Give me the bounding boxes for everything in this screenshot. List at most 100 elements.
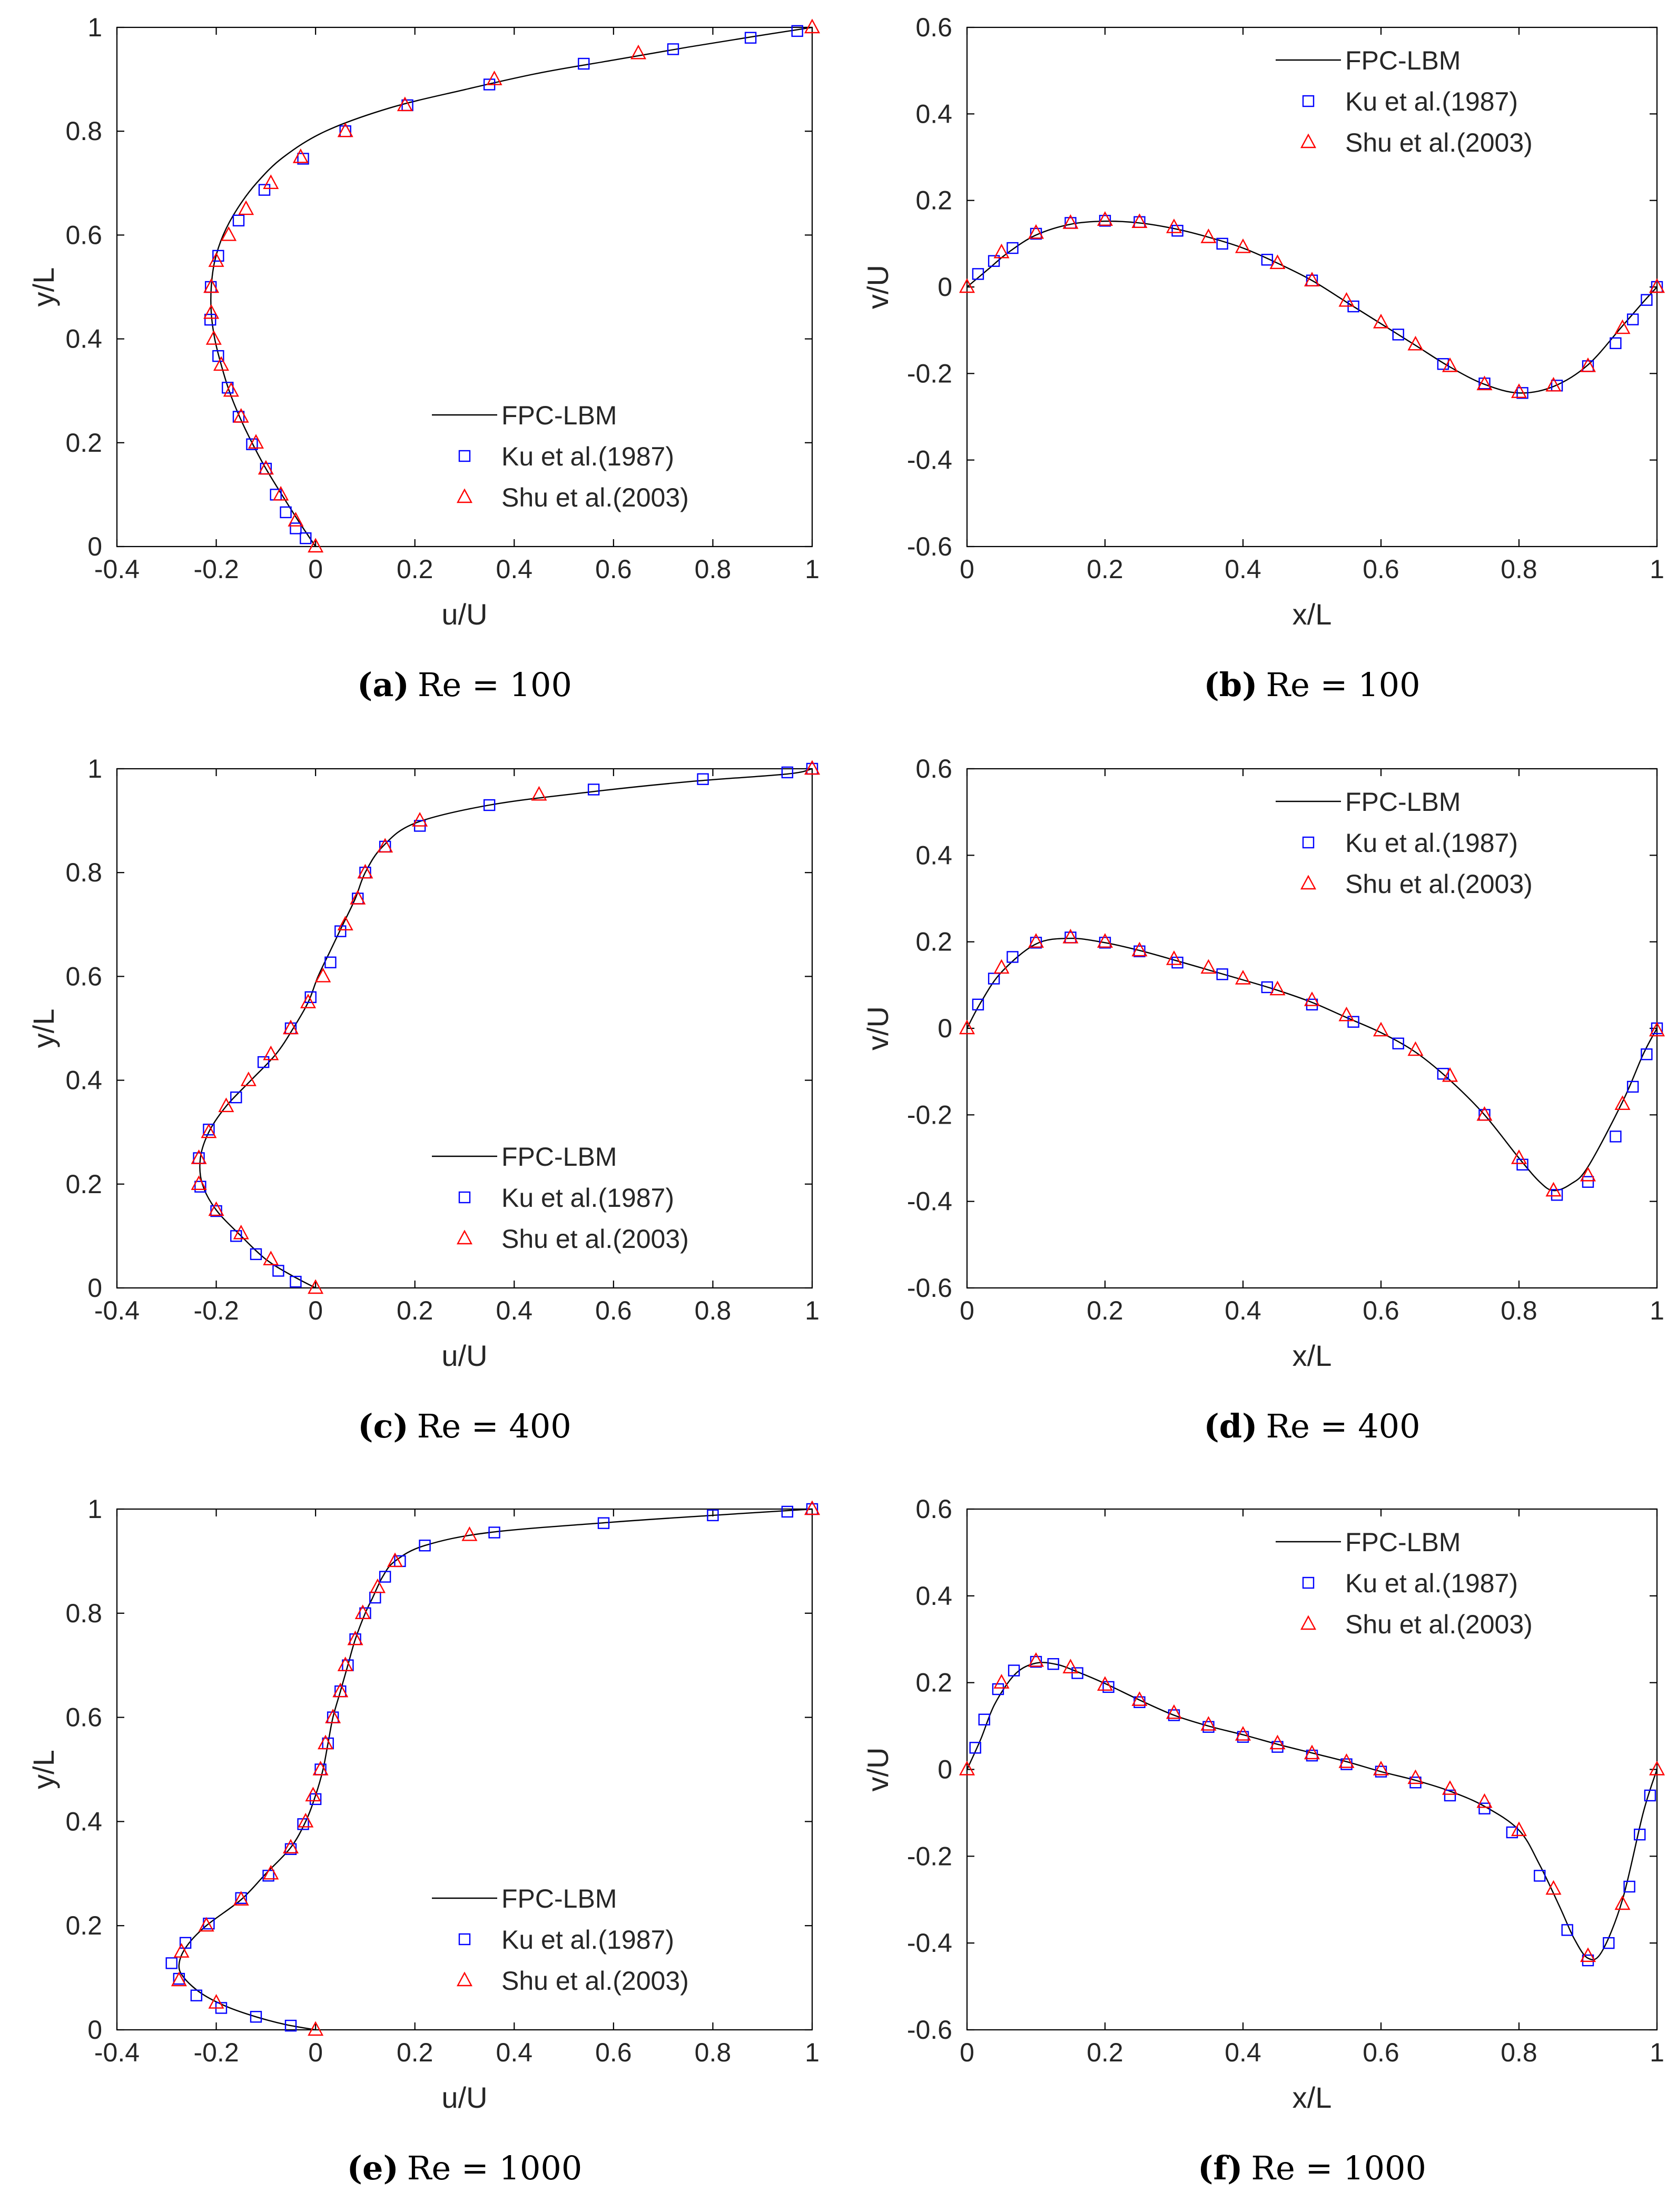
ku-data-point bbox=[1030, 1655, 1042, 1668]
shu-data-point bbox=[238, 200, 254, 215]
legend-label: FPC-LBM bbox=[501, 1142, 617, 1172]
x-tick-label: 0.4 bbox=[1225, 554, 1261, 584]
ku-data-point bbox=[1626, 1080, 1639, 1093]
ku-data-point bbox=[230, 1230, 242, 1242]
ku-data-point bbox=[969, 1742, 981, 1754]
shu-data-point bbox=[218, 1097, 234, 1113]
x-tick-label: 0.6 bbox=[595, 1296, 632, 1325]
legend-square-swatch bbox=[1302, 95, 1315, 107]
ku-data-point bbox=[212, 350, 224, 362]
shu-data-point bbox=[1580, 357, 1596, 372]
subfigure-caption: (d) Re = 400 bbox=[1204, 1407, 1420, 1445]
y-tick-label: -0.2 bbox=[907, 359, 952, 388]
ku-data-point bbox=[667, 43, 679, 55]
shu-data-point bbox=[1028, 933, 1044, 948]
x-tick-label: 0.6 bbox=[1363, 2038, 1399, 2067]
ku-data-point bbox=[290, 522, 302, 534]
shu-data-point bbox=[1442, 1067, 1458, 1082]
x-tick-label: -0.2 bbox=[193, 2038, 239, 2067]
shu-data-point bbox=[315, 967, 331, 983]
x-axis-label: u/U bbox=[441, 1339, 487, 1372]
series-triangle bbox=[959, 211, 1665, 398]
caption-letter: (a) bbox=[357, 666, 409, 704]
x-tick-label: -0.2 bbox=[193, 554, 239, 584]
shu-data-point bbox=[1269, 1734, 1286, 1750]
ku-data-point bbox=[190, 1989, 203, 2001]
shu-data-point bbox=[233, 1891, 249, 1906]
legend-label: FPC-LBM bbox=[501, 401, 617, 430]
legend-label: Shu et al.(2003) bbox=[1345, 869, 1533, 899]
x-tick-label: 0.4 bbox=[496, 554, 533, 584]
shu-data-point bbox=[1511, 1821, 1527, 1837]
shu-data-point bbox=[347, 1630, 363, 1645]
y-axis-label: v/U bbox=[861, 1748, 894, 1792]
ku-data-point bbox=[257, 1056, 270, 1068]
fpc-lbm-curve bbox=[210, 26, 813, 547]
shu-data-point bbox=[1131, 213, 1148, 228]
x-tick-label: 0.2 bbox=[397, 2038, 433, 2067]
series-triangle bbox=[191, 760, 821, 1294]
plot-frame bbox=[966, 26, 1658, 548]
x-tick-label: 0.8 bbox=[695, 554, 732, 584]
ku-data-point bbox=[1610, 1130, 1622, 1143]
x-axis-label: u/U bbox=[441, 598, 487, 631]
x-tick-label: 0.8 bbox=[695, 1296, 732, 1325]
ku-data-point bbox=[1610, 337, 1622, 350]
ku-data-point bbox=[1626, 313, 1639, 325]
legend-label: Shu et al.(2003) bbox=[501, 483, 689, 512]
y-tick-label: 0.2 bbox=[915, 927, 952, 957]
x-tick-label: 0 bbox=[960, 2038, 974, 2067]
shu-data-point bbox=[1649, 278, 1665, 293]
ku-data-point bbox=[697, 773, 709, 785]
y-tick-label: -0.2 bbox=[907, 1100, 952, 1129]
shu-data-point bbox=[1200, 1716, 1217, 1731]
legend-square-swatch bbox=[1302, 836, 1315, 849]
ku-data-point bbox=[744, 32, 757, 44]
caption-letter: (c) bbox=[358, 1407, 408, 1445]
ku-data-point bbox=[781, 1505, 794, 1518]
shu-data-point bbox=[213, 356, 230, 371]
shu-data-point bbox=[1407, 1769, 1424, 1784]
ku-data-point bbox=[1634, 1828, 1646, 1841]
shu-data-point bbox=[201, 1123, 217, 1138]
x-tick-label: 0.2 bbox=[397, 1296, 433, 1325]
ku-data-point bbox=[1261, 254, 1274, 266]
shu-data-point bbox=[1511, 383, 1527, 398]
ku-data-point bbox=[1437, 358, 1449, 370]
shu-data-point bbox=[1166, 219, 1182, 233]
shu-data-point bbox=[1338, 1753, 1355, 1768]
subfigure-caption: (a) Re = 100 bbox=[357, 666, 572, 704]
shu-data-point bbox=[461, 1526, 478, 1541]
shu-data-point bbox=[203, 278, 220, 293]
shu-data-point bbox=[804, 18, 821, 34]
shu-data-point bbox=[191, 1149, 207, 1164]
x-tick-label: 0.6 bbox=[1363, 1296, 1399, 1325]
ku-data-point bbox=[324, 956, 337, 968]
ku-data-point bbox=[978, 1713, 990, 1725]
x-axis-label: u/U bbox=[441, 2081, 487, 2114]
ku-data-point bbox=[1392, 1037, 1404, 1049]
shu-data-point bbox=[263, 174, 279, 189]
ku-data-point bbox=[232, 214, 245, 226]
legend-label: Ku et al.(1987) bbox=[1345, 1569, 1518, 1598]
legend-label: Shu et al.(2003) bbox=[501, 1224, 689, 1254]
ku-data-point bbox=[284, 2019, 297, 2032]
shu-data-point bbox=[1649, 1760, 1665, 1775]
shu-data-point bbox=[804, 760, 821, 775]
subfigure-caption: (c) Re = 400 bbox=[358, 1407, 571, 1445]
ku-data-point bbox=[304, 991, 317, 1004]
plot-frame bbox=[966, 1508, 1658, 2031]
shu-data-point bbox=[1511, 1149, 1527, 1164]
shu-data-point bbox=[305, 1787, 321, 1802]
shu-data-point bbox=[1442, 1780, 1458, 1795]
shu-data-point bbox=[1304, 272, 1320, 286]
series-triangle bbox=[203, 18, 821, 553]
ku-data-point bbox=[578, 57, 590, 70]
series-triangle bbox=[959, 1652, 1665, 1962]
shu-data-point bbox=[1304, 991, 1320, 1006]
chart-panel-d: 0 0.2 0.4 0.6 0.8 1 -0.6 -0.4 -0.2 0 0.2 0.4 0.6 x/L v… bbox=[861, 754, 1665, 1445]
x-tick-label: 0.8 bbox=[1501, 554, 1537, 584]
ku-data-point bbox=[246, 438, 258, 450]
shu-data-point bbox=[1407, 335, 1424, 351]
ku-data-point bbox=[1099, 215, 1111, 227]
